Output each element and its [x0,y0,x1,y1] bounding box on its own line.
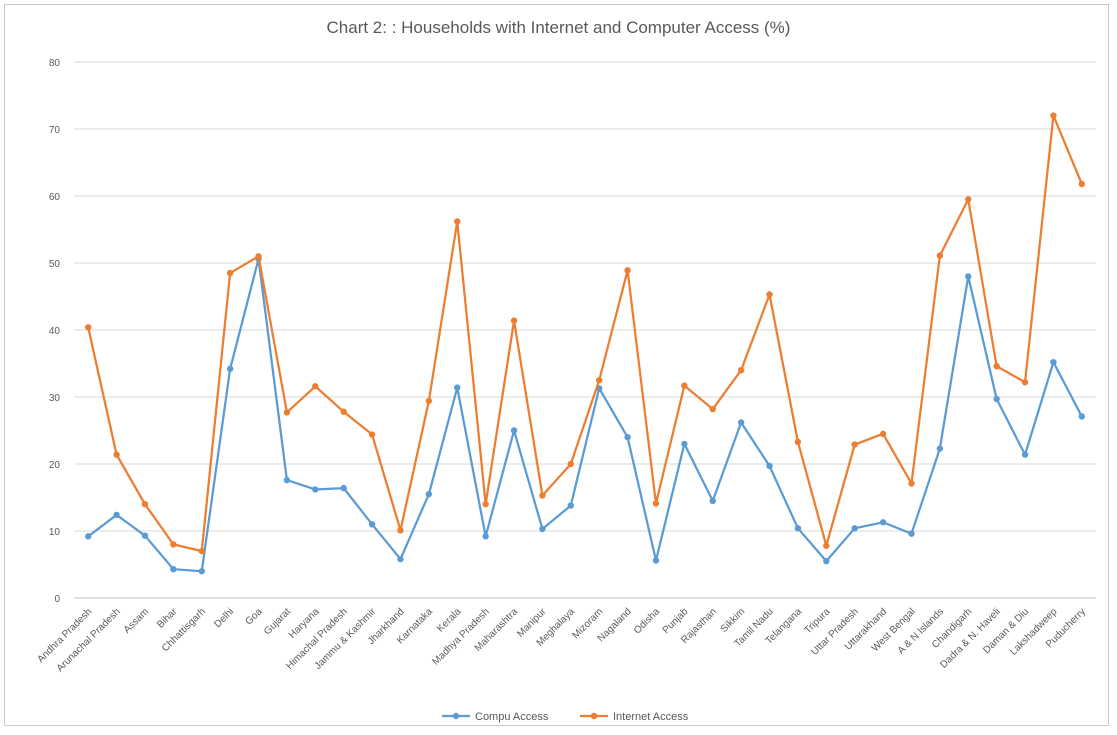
y-tick-label: 20 [49,460,61,471]
data-point [624,267,631,274]
data-point [737,367,745,374]
data-point [1021,379,1029,386]
y-tick-label: 60 [49,192,61,203]
data-point [198,547,205,555]
data-point [737,419,745,426]
data-point [368,431,376,438]
data-point [170,565,177,573]
data-point [84,324,92,331]
data-point [1078,413,1086,420]
y-tick-label: 10 [49,527,61,538]
data-point [84,533,92,540]
data-point [226,269,234,277]
data-point [879,430,887,438]
data-point [425,490,433,498]
data-point [170,541,177,548]
data-point [198,568,205,575]
y-tick-label: 70 [49,125,61,136]
data-point [823,542,830,549]
data-point [397,555,404,563]
data-point [113,511,120,519]
data-point [283,409,291,416]
data-point [993,395,1000,403]
data-point [539,525,546,533]
data-point [794,438,802,446]
data-point [425,397,433,405]
data-point [113,451,120,458]
data-point [510,427,518,434]
data-point [1078,180,1086,188]
data-point [936,445,944,452]
data-point [908,480,915,487]
data-point [567,460,575,468]
legend-swatch-marker [590,712,598,720]
series-line-1 [87,257,1083,573]
x-tick-label: Delhi [212,606,236,630]
data-point [482,533,489,540]
data-point [709,497,716,505]
legend-label: Internet Access [613,711,689,723]
data-point [255,253,262,260]
x-tick-label: Assam [122,606,151,635]
data-point [851,525,858,532]
data-point [539,492,546,499]
data-point [652,500,660,507]
y-tick-label: 80 [49,58,61,69]
data-point [709,405,716,413]
y-tick-label: 40 [49,326,61,337]
data-point [908,530,915,537]
chart-title: Chart 2: : Households with Internet and … [326,18,791,37]
data-point [766,462,773,470]
data-point [965,273,972,280]
series-line-2 [87,114,1083,553]
legend-label: Compu Access [475,711,549,723]
legend-swatch-marker [452,712,460,720]
data-point [141,501,149,508]
x-tick-label: Odisha [632,606,662,636]
data-point [482,501,489,508]
data-point [1050,358,1057,366]
data-point [454,384,461,391]
x-tick-label: Bihar [155,606,180,631]
data-point [312,486,319,493]
data-point [397,527,404,534]
data-point [681,382,688,389]
data-point [652,557,660,564]
data-point [1021,451,1029,458]
data-point [1050,112,1057,119]
data-point [283,476,291,484]
data-point [936,252,944,259]
y-tick-label: 0 [54,594,60,605]
data-point [510,317,518,324]
data-point [595,377,603,384]
data-point [312,383,319,390]
data-point [340,408,347,415]
data-point [368,521,376,528]
data-point [454,218,461,225]
data-point [226,365,234,373]
data-point [823,557,830,565]
data-point [766,291,773,298]
data-point [624,434,631,441]
data-point [993,362,1000,370]
data-point [681,440,688,448]
chart-frame [4,4,1109,726]
x-tick-label: Goa [244,606,265,627]
data-point [965,196,972,203]
data-point [794,525,802,532]
data-point [851,441,858,448]
data-point [141,532,149,539]
y-tick-label: 50 [49,259,61,270]
data-point [340,484,347,492]
data-point [879,519,887,526]
y-tick-label: 30 [49,393,61,404]
data-point [567,502,575,509]
